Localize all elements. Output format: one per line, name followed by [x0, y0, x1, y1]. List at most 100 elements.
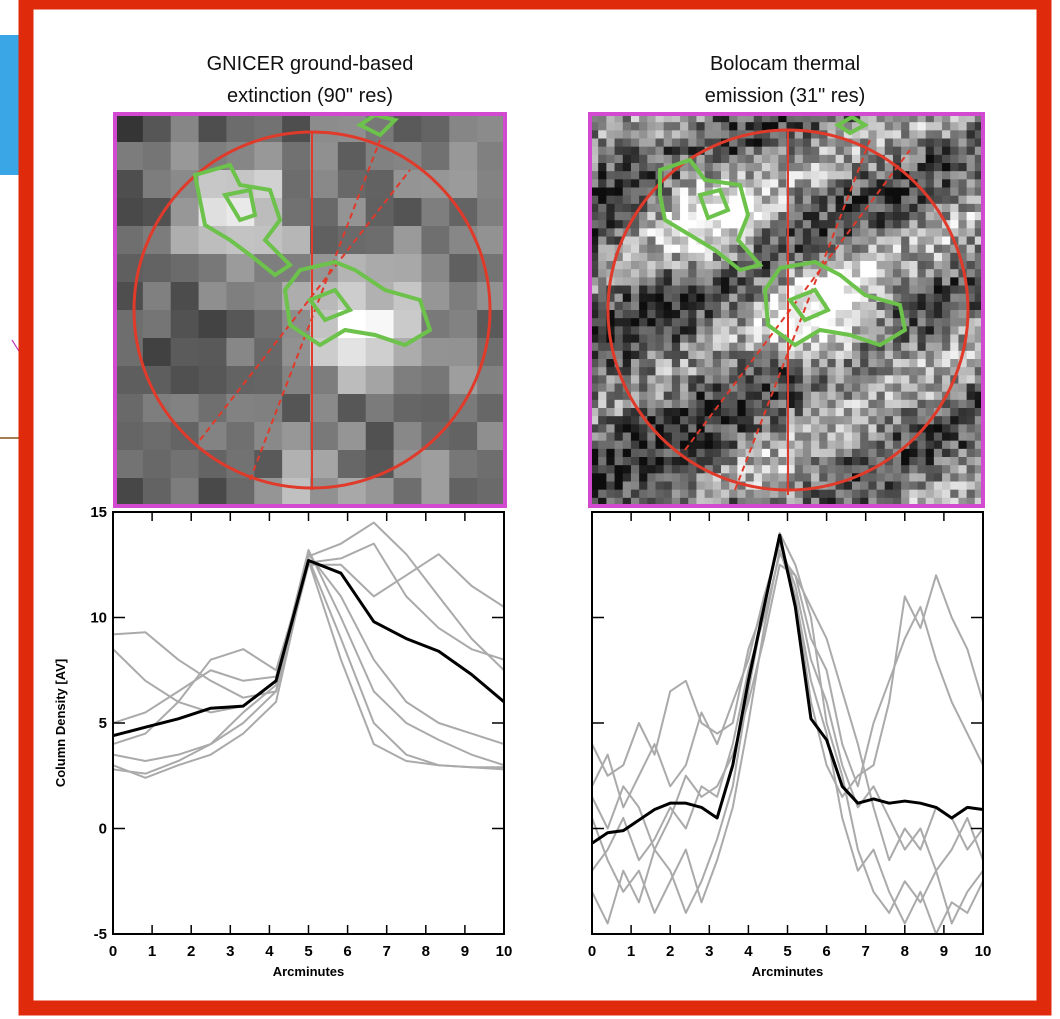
map-pixel: [622, 440, 632, 450]
map-pixel: [778, 269, 788, 278]
map-pixel: [901, 375, 910, 385]
map-pixel: [688, 350, 698, 360]
map-pixel: [770, 350, 779, 360]
map-pixel: [590, 179, 599, 189]
map-pixel: [663, 122, 673, 131]
map-pixel: [170, 310, 200, 339]
map-pixel: [933, 261, 943, 270]
map-pixel: [365, 338, 395, 367]
map-pixel: [852, 277, 861, 287]
map-pixel: [639, 318, 648, 327]
map-pixel: [802, 465, 812, 474]
map-pixel: [802, 391, 812, 401]
map-pixel: [852, 440, 861, 450]
map-pixel: [835, 252, 845, 262]
map-pixel: [753, 497, 763, 507]
map-pixel: [778, 334, 788, 344]
map-pixel: [786, 424, 796, 434]
map-pixel: [892, 481, 902, 491]
x-tick-label: 10: [975, 943, 992, 960]
map-pixel: [933, 301, 943, 311]
map-pixel: [337, 394, 367, 423]
map-pixel: [696, 114, 706, 123]
map-pixel: [876, 269, 886, 278]
map-pixel: [598, 326, 607, 336]
map-pixel: [811, 187, 820, 197]
map-pixel: [909, 481, 919, 491]
map-pixel: [745, 277, 755, 287]
map-pixel: [958, 179, 968, 189]
map-pixel: [721, 457, 730, 466]
map-pixel: [966, 244, 976, 254]
map-pixel: [942, 154, 951, 164]
map-pixel: [198, 366, 228, 395]
map-pixel: [704, 122, 714, 131]
map-pixel: [753, 465, 763, 474]
map-pixel: [786, 244, 796, 254]
map-pixel: [827, 367, 837, 376]
map-pixel: [680, 326, 689, 336]
map-pixel: [917, 130, 927, 140]
map-pixel: [835, 432, 845, 442]
map-pixel: [729, 326, 738, 336]
map-pixel: [917, 146, 927, 156]
map-pixel: [884, 220, 894, 229]
map-pixel: [950, 146, 960, 156]
map-pixel: [745, 171, 755, 180]
map-pixel: [786, 130, 796, 140]
map-pixel: [721, 432, 730, 442]
map-pixel: [254, 170, 283, 199]
map-pixel: [655, 391, 665, 401]
map-pixel: [917, 481, 927, 491]
map-pixel: [630, 244, 640, 254]
map-pixel: [852, 171, 861, 180]
map-pixel: [712, 277, 722, 287]
map-pixel: [630, 130, 640, 140]
map-pixel: [868, 252, 878, 262]
map-pixel: [770, 465, 779, 474]
map-pixel: [226, 394, 255, 423]
map-pixel: [696, 277, 706, 287]
map-pixel: [606, 497, 616, 507]
map-pixel: [827, 228, 837, 238]
map-pixel: [745, 293, 755, 303]
map-pixel: [729, 350, 738, 360]
map-pixel: [729, 228, 738, 238]
map-pixel: [622, 228, 632, 238]
map-pixel: [761, 408, 771, 417]
map-pixel: [909, 334, 919, 344]
map-pixel: [704, 391, 714, 401]
map-pixel: [598, 310, 607, 319]
map-pixel: [712, 220, 722, 229]
map-pixel: [606, 138, 616, 148]
map-pixel: [917, 465, 927, 474]
map-pixel: [622, 285, 632, 295]
map-pixel: [958, 138, 968, 148]
map-pixel: [917, 154, 927, 164]
map-pixel: [819, 359, 829, 368]
map-pixel: [892, 342, 902, 352]
map-pixel: [712, 285, 722, 295]
map-pixel: [639, 350, 648, 360]
map-pixel: [950, 130, 960, 140]
map-pixel: [622, 448, 632, 458]
map-pixel: [802, 301, 812, 311]
map-pixel: [868, 163, 878, 172]
map-pixel: [819, 269, 829, 278]
map-pixel: [712, 399, 722, 409]
map-pixel: [909, 318, 919, 327]
map-pixel: [892, 187, 902, 197]
map-pixel: [745, 114, 755, 123]
map-pixel: [901, 203, 910, 213]
map-pixel: [680, 220, 689, 229]
map-pixel: [811, 146, 820, 156]
map-pixel: [892, 489, 902, 499]
map-pixel: [688, 326, 698, 336]
contour: [834, 114, 870, 136]
map-pixel: [647, 154, 657, 164]
map-pixel: [933, 122, 943, 131]
map-pixel: [868, 497, 878, 507]
map-pixel: [843, 489, 853, 499]
map-pixel: [365, 422, 395, 451]
